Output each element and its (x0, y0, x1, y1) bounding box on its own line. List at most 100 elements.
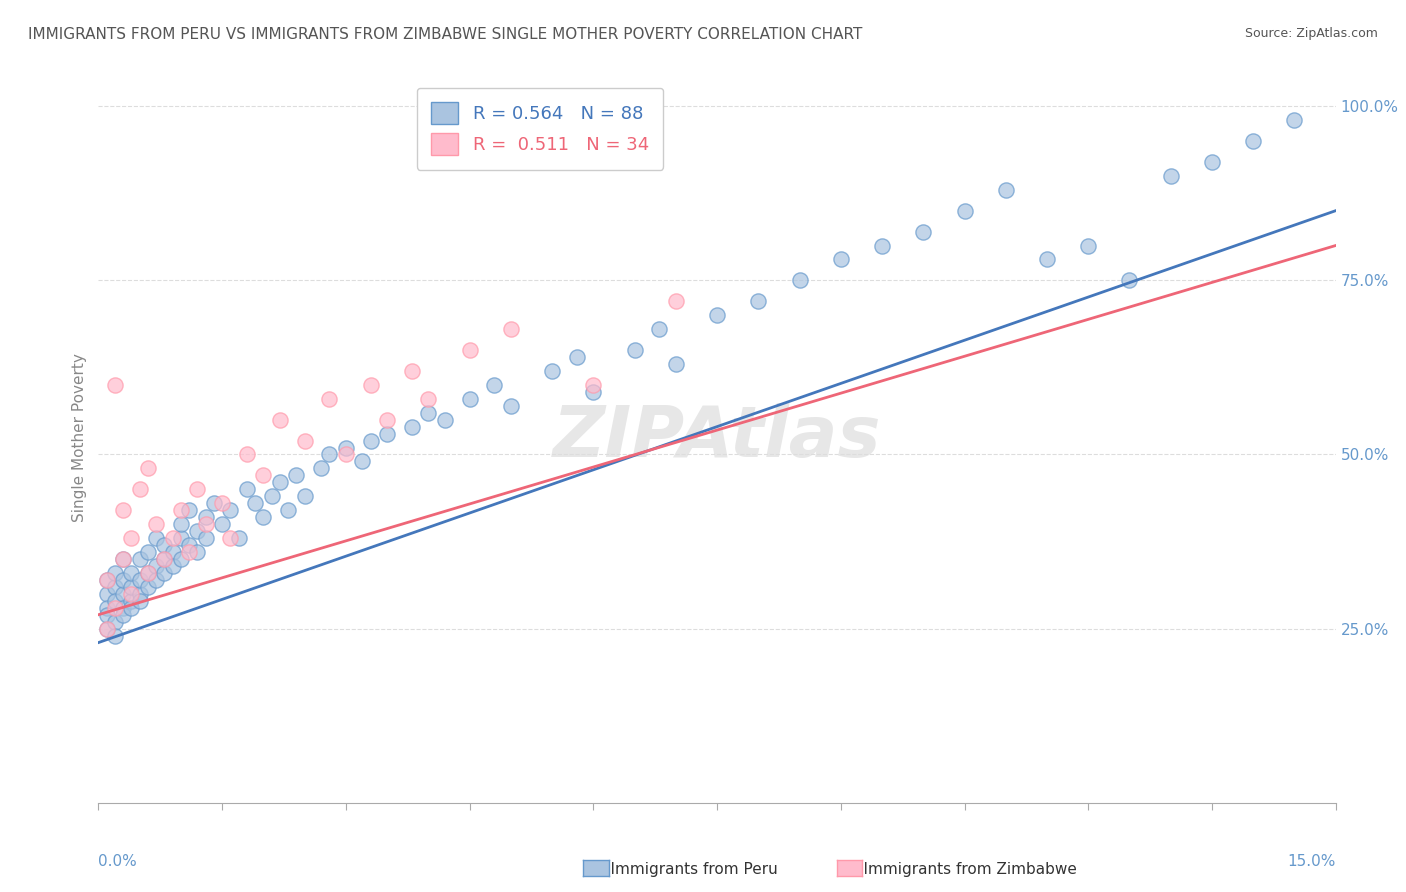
Point (145, 517, 167, 532)
Point (153, 552, 176, 566)
Point (360, 434, 382, 448)
Point (136, 545, 159, 559)
Point (153, 538, 176, 552)
Point (219, 531, 242, 545)
Point (128, 483, 150, 497)
Point (112, 607, 135, 622)
Point (120, 594, 142, 608)
Point (112, 573, 135, 587)
Point (401, 419, 423, 434)
Point (96, 587, 118, 601)
Point (194, 510, 217, 524)
Text: 15.0%: 15.0% (1288, 854, 1336, 869)
Point (277, 503, 299, 517)
Point (96, 600, 118, 615)
Point (112, 552, 135, 566)
Point (96, 622, 118, 636)
Point (145, 573, 167, 587)
Point (953, 203, 976, 218)
Point (104, 615, 127, 629)
Point (582, 377, 605, 392)
Point (318, 448, 340, 462)
Point (309, 461, 332, 475)
Point (179, 538, 201, 552)
Point (104, 629, 127, 643)
Point (153, 566, 176, 580)
Point (789, 273, 811, 287)
Text: Immigrants from Zimbabwe: Immigrants from Zimbabwe (844, 863, 1077, 877)
Point (136, 461, 159, 475)
Point (352, 454, 374, 468)
Point (294, 434, 316, 448)
Point (194, 517, 217, 532)
Point (375, 426, 398, 441)
Text: Immigrants from Peru: Immigrants from Peru (591, 863, 778, 877)
Point (162, 531, 184, 545)
Point (194, 531, 217, 545)
Point (112, 587, 135, 601)
Point (179, 545, 201, 559)
Point (228, 531, 250, 545)
Point (499, 322, 522, 336)
Point (120, 566, 142, 580)
Point (120, 531, 142, 545)
Point (162, 545, 184, 559)
Point (747, 294, 769, 309)
Point (269, 475, 291, 490)
Point (623, 343, 645, 357)
Point (170, 552, 193, 566)
Point (1118, 273, 1140, 287)
Point (433, 412, 456, 426)
Point (120, 580, 142, 594)
Point (104, 594, 127, 608)
Point (112, 552, 135, 566)
Point (375, 412, 398, 426)
Point (96, 607, 118, 622)
Point (104, 600, 127, 615)
Point (252, 510, 274, 524)
Point (153, 552, 176, 566)
Point (706, 308, 728, 322)
Point (401, 364, 423, 378)
Point (145, 558, 167, 573)
Point (112, 503, 135, 517)
Point (128, 552, 150, 566)
Point (202, 496, 225, 510)
Point (294, 489, 316, 503)
Point (665, 357, 688, 371)
Text: Source: ZipAtlas.com: Source: ZipAtlas.com (1244, 27, 1378, 40)
Legend: R = 0.564   N = 88, R =  0.511   N = 34: R = 0.564 N = 88, R = 0.511 N = 34 (416, 87, 664, 169)
Point (994, 183, 1017, 197)
Point (186, 524, 208, 538)
Point (120, 600, 142, 615)
Point (458, 343, 481, 357)
Point (665, 294, 688, 309)
Point (170, 517, 193, 532)
Point (136, 566, 159, 580)
Point (136, 580, 159, 594)
Point (162, 558, 184, 573)
Point (541, 364, 564, 378)
Point (186, 545, 208, 559)
Point (211, 517, 233, 532)
Point (179, 503, 201, 517)
Point (243, 496, 266, 510)
Point (335, 448, 357, 462)
Text: IMMIGRANTS FROM PERU VS IMMIGRANTS FROM ZIMBABWE SINGLE MOTHER POVERTY CORRELATI: IMMIGRANTS FROM PERU VS IMMIGRANTS FROM … (28, 27, 862, 42)
Text: 0.0%: 0.0% (98, 854, 138, 869)
Point (170, 531, 193, 545)
Point (360, 377, 382, 392)
Point (285, 468, 308, 483)
Point (912, 225, 935, 239)
Point (269, 412, 291, 426)
Point (104, 377, 127, 392)
Point (1201, 155, 1223, 169)
Point (484, 377, 506, 392)
Point (1036, 252, 1059, 267)
Point (870, 238, 893, 252)
Point (120, 587, 142, 601)
Point (112, 600, 135, 615)
Point (565, 350, 588, 364)
Y-axis label: Single Mother Poverty: Single Mother Poverty (72, 352, 87, 522)
Point (418, 406, 440, 420)
